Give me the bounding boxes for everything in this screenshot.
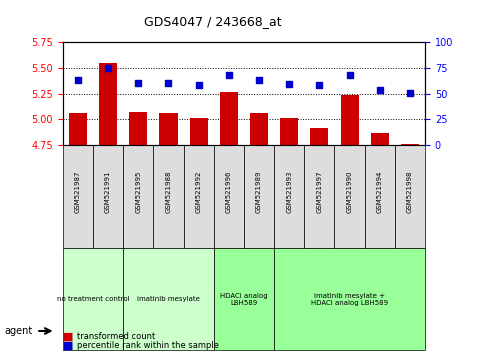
Point xyxy=(104,65,112,71)
FancyBboxPatch shape xyxy=(304,145,334,248)
Text: GSM521989: GSM521989 xyxy=(256,170,262,213)
Point xyxy=(255,78,263,83)
Text: ■: ■ xyxy=(63,331,73,341)
FancyBboxPatch shape xyxy=(63,248,123,350)
FancyBboxPatch shape xyxy=(184,145,213,248)
Text: no treatment control: no treatment control xyxy=(57,296,129,302)
Bar xyxy=(220,92,238,145)
Text: GDS4047 / 243668_at: GDS4047 / 243668_at xyxy=(144,15,281,28)
FancyBboxPatch shape xyxy=(274,248,425,350)
FancyBboxPatch shape xyxy=(63,145,93,248)
Text: GSM521996: GSM521996 xyxy=(226,170,232,213)
Bar xyxy=(69,113,87,145)
Point xyxy=(134,80,142,85)
Bar xyxy=(250,113,268,145)
Bar xyxy=(280,119,298,145)
Point xyxy=(195,82,202,87)
FancyBboxPatch shape xyxy=(93,145,123,248)
FancyBboxPatch shape xyxy=(365,145,395,248)
Text: agent: agent xyxy=(5,326,33,336)
Point xyxy=(315,82,323,87)
Bar xyxy=(99,63,117,145)
Text: GSM521992: GSM521992 xyxy=(196,170,201,212)
FancyBboxPatch shape xyxy=(244,145,274,248)
Point xyxy=(225,73,233,78)
Text: GSM521997: GSM521997 xyxy=(316,170,322,213)
Point xyxy=(165,80,172,85)
Text: transformed count: transformed count xyxy=(77,332,156,341)
Bar xyxy=(371,133,389,145)
Text: imatinib mesylate: imatinib mesylate xyxy=(137,296,200,302)
Bar xyxy=(189,119,208,145)
FancyBboxPatch shape xyxy=(123,145,154,248)
Text: percentile rank within the sample: percentile rank within the sample xyxy=(77,341,219,350)
Text: GSM521988: GSM521988 xyxy=(166,170,171,213)
Point xyxy=(285,81,293,86)
Text: GSM521987: GSM521987 xyxy=(75,170,81,213)
Point xyxy=(346,73,354,78)
Bar xyxy=(401,144,419,145)
FancyBboxPatch shape xyxy=(274,145,304,248)
Text: GSM521998: GSM521998 xyxy=(407,170,413,213)
Point xyxy=(376,87,384,92)
Point xyxy=(74,78,82,83)
FancyBboxPatch shape xyxy=(334,145,365,248)
Text: GSM521991: GSM521991 xyxy=(105,170,111,213)
Text: HDACi analog
LBH589: HDACi analog LBH589 xyxy=(220,293,268,306)
Text: GSM521995: GSM521995 xyxy=(135,170,141,212)
Bar xyxy=(129,112,147,145)
Text: GSM521990: GSM521990 xyxy=(347,170,353,213)
FancyBboxPatch shape xyxy=(213,145,244,248)
Text: GSM521994: GSM521994 xyxy=(377,170,383,212)
Text: GSM521993: GSM521993 xyxy=(286,170,292,213)
FancyBboxPatch shape xyxy=(395,145,425,248)
Bar xyxy=(311,128,328,145)
Text: ■: ■ xyxy=(63,340,73,350)
Point xyxy=(406,90,414,96)
FancyBboxPatch shape xyxy=(123,248,213,350)
FancyBboxPatch shape xyxy=(154,145,184,248)
FancyBboxPatch shape xyxy=(213,248,274,350)
Bar xyxy=(159,113,178,145)
Bar xyxy=(341,95,358,145)
Text: imatinib mesylate +
HDACi analog LBH589: imatinib mesylate + HDACi analog LBH589 xyxy=(311,293,388,306)
